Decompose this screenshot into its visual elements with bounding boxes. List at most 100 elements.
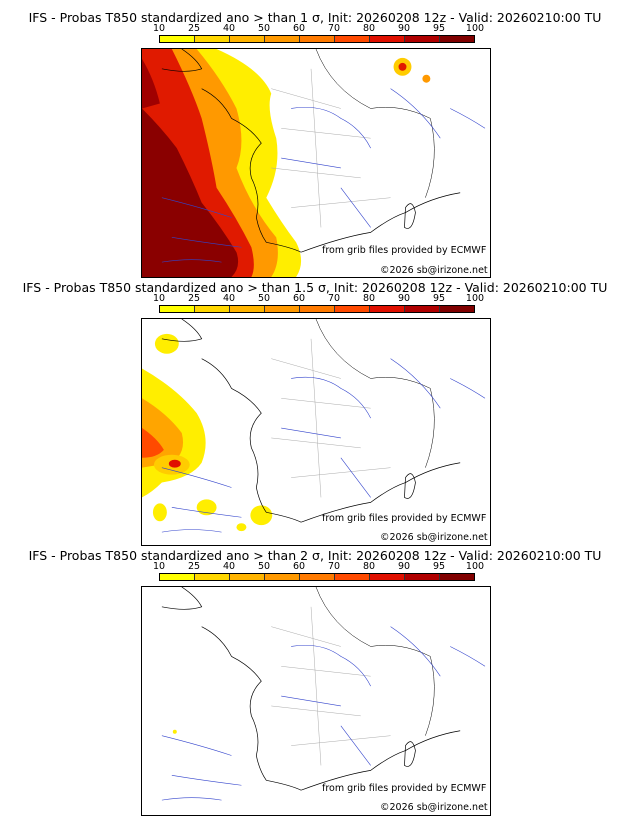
legend-tick: 70	[327, 293, 341, 304]
legend-swatch	[160, 306, 195, 312]
copyright-credit: ©2026 sb@irizone.net	[380, 265, 488, 276]
coastline-med	[300, 462, 461, 523]
corsica	[404, 473, 416, 499]
rivers-south	[161, 467, 242, 533]
legend-swatch	[405, 574, 440, 580]
legend-swatch	[230, 306, 265, 312]
coastline	[201, 358, 302, 523]
rivers	[281, 626, 486, 766]
map-svg	[161, 587, 486, 801]
legend-tick: 90	[397, 293, 411, 304]
legend-colorbar	[159, 305, 475, 313]
prob-darkred-2	[142, 58, 160, 109]
legend-tick: 25	[187, 561, 201, 572]
legend-tick: 60	[292, 561, 306, 572]
map-svg	[142, 49, 486, 277]
legend-swatch	[405, 36, 440, 42]
legend-labels: 10 25 40 50 60 70 80 90 95 100	[153, 293, 484, 305]
prob-blob	[236, 523, 247, 532]
legend-tick: 100	[465, 293, 485, 304]
legend-tick: 95	[432, 561, 446, 572]
legend-tick: 25	[187, 293, 201, 304]
legend-swatch	[160, 36, 195, 42]
prob-spot	[422, 74, 431, 83]
panel-title: IFS - Probas T850 standardized ano > tha…	[28, 548, 602, 563]
prob-blob	[250, 505, 273, 526]
legend-tick: 10	[152, 23, 166, 34]
legend-tick: 80	[362, 561, 376, 572]
legend-swatch	[335, 36, 370, 42]
legend-tick: 50	[257, 561, 271, 572]
legend-tick: 90	[397, 561, 411, 572]
legend-swatch	[370, 306, 405, 312]
prob-darkred	[142, 108, 239, 277]
rivers	[281, 88, 486, 228]
legend-swatch	[160, 574, 195, 580]
legend-tick: 50	[257, 23, 271, 34]
legend-labels: 10 25 40 50 60 70 80 90 95 100	[153, 561, 484, 573]
legend-swatch	[195, 574, 230, 580]
map-1-5sigma	[141, 318, 491, 546]
legend-tick: 40	[222, 293, 236, 304]
legend-swatch	[440, 574, 474, 580]
legend-swatch	[300, 574, 335, 580]
legend-tick: 10	[152, 561, 166, 572]
copyright-credit: ©2026 sb@irizone.net	[380, 532, 488, 543]
prob-red	[142, 428, 164, 458]
legend-tick: 40	[222, 23, 236, 34]
regions	[271, 68, 391, 228]
coastline-med	[300, 192, 461, 253]
coastline-med	[300, 730, 461, 791]
legend-swatch	[335, 306, 370, 312]
panel-title: IFS - Probas T850 standardized ano > tha…	[22, 280, 608, 295]
legend-colorbar	[159, 35, 475, 43]
regions	[271, 338, 391, 498]
prob-blob	[154, 333, 179, 354]
coastline	[201, 626, 302, 791]
corsica	[404, 741, 416, 767]
uk-coast	[161, 49, 203, 72]
corsica	[404, 203, 416, 229]
legend-tick: 25	[187, 23, 201, 34]
borders	[315, 587, 435, 736]
legend-swatch	[440, 36, 474, 42]
legend-swatch	[265, 36, 300, 42]
map-svg	[142, 319, 486, 533]
prob-blob	[168, 459, 181, 468]
legend-swatch	[440, 306, 474, 312]
legend-swatch	[195, 306, 230, 312]
legend-swatch	[230, 574, 265, 580]
prob-blob	[152, 503, 167, 522]
source-credit: from grib files provided by ECMWF	[322, 245, 487, 256]
legend-colorbar	[159, 573, 475, 581]
legend-tick: 70	[327, 23, 341, 34]
legend-tick: 40	[222, 561, 236, 572]
legend-swatch	[300, 36, 335, 42]
legend-tick: 50	[257, 293, 271, 304]
borders	[315, 49, 435, 198]
uk-coast	[161, 587, 203, 610]
copyright-credit: ©2026 sb@irizone.net	[380, 802, 488, 813]
legend-tick: 60	[292, 293, 306, 304]
legend-swatch	[265, 306, 300, 312]
legend-tick: 80	[362, 293, 376, 304]
prob-spot	[398, 62, 407, 71]
legend-swatch	[405, 306, 440, 312]
legend-tick: 80	[362, 23, 376, 34]
coastline	[201, 88, 302, 253]
borders	[315, 319, 435, 468]
legend-swatch	[370, 574, 405, 580]
source-credit: from grib files provided by ECMWF	[322, 783, 487, 794]
legend-tick: 70	[327, 561, 341, 572]
rivers-south	[161, 197, 242, 263]
legend-swatch	[300, 306, 335, 312]
rivers	[281, 358, 486, 498]
legend-tick: 100	[465, 561, 485, 572]
regions	[271, 606, 391, 766]
legend-tick: 90	[397, 23, 411, 34]
source-credit: from grib files provided by ECMWF	[322, 513, 487, 524]
legend-tick: 95	[432, 23, 446, 34]
map-2sigma	[141, 586, 491, 816]
rivers-south	[161, 735, 242, 801]
uk-coast	[161, 319, 203, 342]
